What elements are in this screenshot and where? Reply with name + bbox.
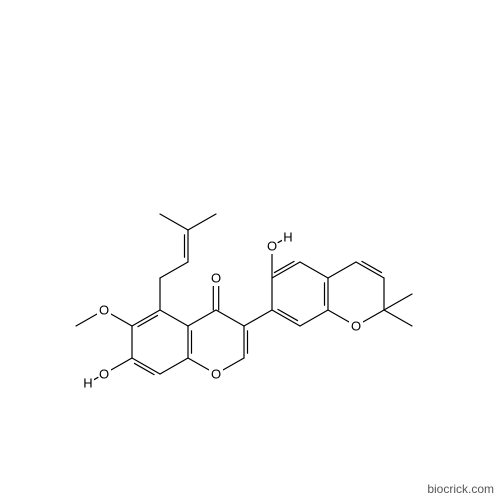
svg-text:H: H — [83, 376, 92, 391]
svg-text:O: O — [99, 303, 109, 318]
svg-text:O: O — [267, 239, 277, 254]
molecule-structure: OOOOHOHO — [0, 0, 500, 500]
svg-text:H: H — [283, 230, 292, 245]
figure-canvas: OOOOHOHO biocrick.com — [0, 0, 500, 500]
svg-text:O: O — [211, 367, 221, 382]
svg-text:O: O — [99, 367, 109, 382]
watermark-text: biocrick.com — [427, 482, 494, 496]
svg-text:O: O — [351, 319, 361, 334]
svg-text:O: O — [211, 271, 221, 286]
